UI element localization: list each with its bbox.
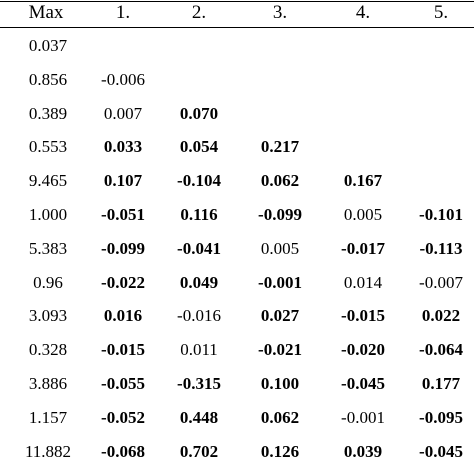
correlation-cell: 0.217 — [260, 137, 300, 157]
correlation-cell: 0.022 — [421, 306, 461, 326]
correlation-cell: 0.005 — [260, 238, 300, 258]
correlation-cell: -0.021 — [258, 340, 302, 360]
header-col-1: 1. — [115, 2, 131, 23]
correlation-cell: 0.005 — [343, 205, 383, 224]
header-col-4: 4. — [355, 2, 371, 23]
header-top-rule — [0, 1, 474, 2]
header-col-3: 3. — [272, 2, 288, 23]
max-cell: 0.389 — [28, 103, 68, 123]
correlation-cell: -0.113 — [419, 238, 463, 258]
table-row: 0.856 -0.006 — [0, 63, 474, 97]
correlation-cell: -0.015 — [341, 306, 385, 326]
correlation-cell: -0.016 — [177, 306, 221, 326]
correlation-cell: 0.062 — [260, 171, 300, 191]
max-cell: 1.000 — [28, 205, 68, 224]
table-row: 5.383 -0.099 -0.041 0.005 -0.017 -0.113 — [0, 232, 474, 266]
header-max: Max — [28, 2, 64, 23]
correlation-cell: -0.051 — [101, 205, 145, 224]
max-cell: 0.553 — [28, 137, 68, 157]
correlation-cell: 0.167 — [343, 171, 383, 191]
correlation-cell: 0.126 — [260, 441, 300, 461]
correlation-cell: -0.045 — [341, 374, 385, 393]
header-col-5: 5. — [433, 2, 449, 23]
max-cell: 1.157 — [28, 407, 68, 427]
table-row: 1.000 -0.051 0.116 -0.099 0.005 -0.101 — [0, 198, 474, 232]
correlation-cell: -0.001 — [341, 407, 385, 427]
max-cell: 0.856 — [28, 69, 68, 89]
table-row: 0.553 0.033 0.054 0.217 — [0, 130, 474, 164]
correlation-cell: 0.014 — [343, 272, 383, 292]
correlation-cell: 0.049 — [179, 272, 219, 292]
correlation-cell: 0.007 — [103, 103, 143, 123]
correlation-cell: -0.052 — [101, 407, 145, 427]
max-cell: 3.886 — [28, 374, 68, 393]
correlation-cell: 0.039 — [343, 441, 383, 461]
max-cell: 0.037 — [28, 36, 68, 55]
correlation-cell: -0.020 — [341, 340, 385, 360]
table-row: 3.093 0.016 -0.016 0.027 -0.015 0.022 — [0, 299, 474, 333]
max-cell: 11.882 — [24, 441, 72, 461]
correlation-cell: -0.099 — [258, 205, 302, 224]
correlation-cell: 0.448 — [179, 407, 219, 427]
max-cell: 0.96 — [33, 272, 63, 292]
correlation-cell: 0.100 — [260, 374, 300, 393]
header-bottom-rule — [0, 27, 474, 28]
correlation-cell: 0.054 — [179, 137, 219, 157]
table-row: 3.886 -0.055 -0.315 0.100 -0.045 0.177 — [0, 367, 474, 401]
correlation-cell: -0.007 — [419, 272, 463, 292]
table-row: 9.465 0.107 -0.104 0.062 0.167 — [0, 164, 474, 198]
correlation-cell: -0.022 — [101, 272, 145, 292]
correlation-cell: -0.099 — [101, 238, 145, 258]
correlation-cell: 0.177 — [421, 374, 461, 393]
correlation-cell: -0.101 — [419, 205, 463, 224]
correlation-cell: 0.062 — [260, 407, 300, 427]
correlation-cell: -0.041 — [177, 238, 221, 258]
correlation-cell: -0.017 — [341, 238, 385, 258]
correlation-cell: 0.016 — [103, 306, 143, 326]
correlation-cell: -0.015 — [101, 340, 145, 360]
table-row: 0.037 — [0, 29, 474, 63]
correlation-cell: -0.315 — [177, 374, 221, 393]
correlation-cell: -0.045 — [419, 441, 463, 461]
correlation-cell: -0.006 — [101, 69, 145, 89]
correlation-cell: -0.095 — [419, 407, 463, 427]
max-cell: 3.093 — [28, 306, 68, 326]
correlation-cell: -0.001 — [258, 272, 302, 292]
correlation-cell: -0.068 — [101, 441, 145, 461]
correlation-cell: 0.702 — [179, 441, 219, 461]
table-row: 0.96 -0.022 0.049 -0.001 0.014 -0.007 — [0, 266, 474, 300]
correlation-cell: -0.064 — [419, 340, 463, 360]
max-cell: 5.383 — [28, 238, 68, 258]
correlation-cell: 0.027 — [260, 306, 300, 326]
correlation-cell: 0.070 — [179, 103, 219, 123]
correlation-cell: -0.055 — [101, 374, 145, 393]
table-row: 0.389 0.007 0.070 — [0, 97, 474, 131]
max-cell: 9.465 — [28, 171, 68, 191]
max-cell: 0.328 — [28, 340, 68, 360]
correlation-cell: 0.107 — [103, 171, 143, 191]
table-row: 1.157 -0.052 0.448 0.062 -0.001 -0.095 — [0, 401, 474, 435]
table-header-row: Max 1. 2. 3. 4. 5. — [0, 0, 474, 27]
header-col-2: 2. — [191, 2, 207, 23]
correlation-cell: 0.116 — [180, 205, 218, 224]
correlation-cell: -0.104 — [177, 171, 221, 191]
table-row: 0.328 -0.015 0.011 -0.021 -0.020 -0.064 — [0, 333, 474, 367]
correlation-cell: 0.011 — [180, 340, 218, 360]
table-row: 11.882 -0.068 0.702 0.126 0.039 -0.045 — [0, 435, 474, 469]
correlation-cell: 0.033 — [103, 137, 143, 157]
